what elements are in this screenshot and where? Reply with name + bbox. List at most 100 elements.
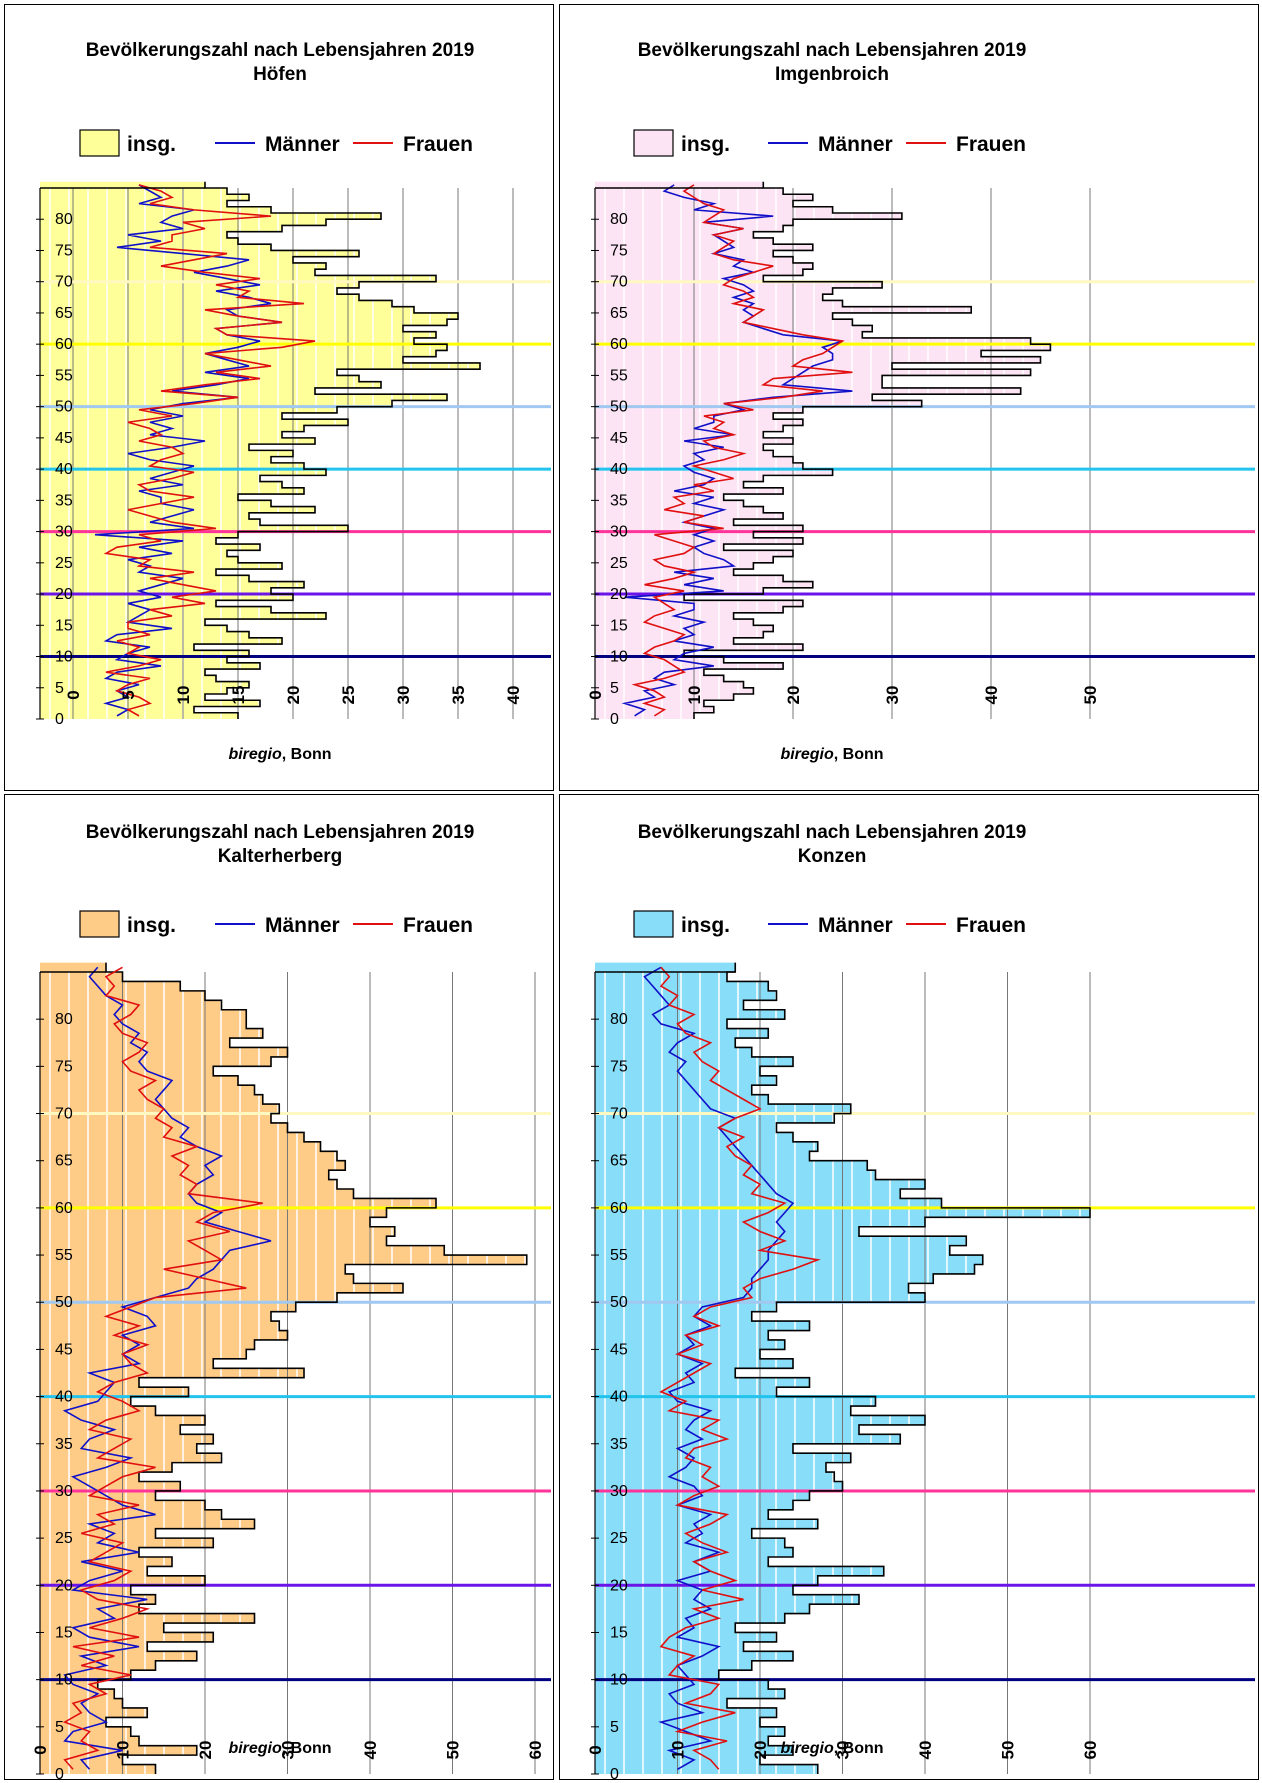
x-tick-label: 20 — [284, 686, 303, 705]
legend-label-female: Frauen — [956, 133, 1026, 156]
y-tick-label: 10 — [610, 649, 628, 666]
y-tick-label: 0 — [55, 711, 64, 728]
x-tick-label: 35 — [449, 686, 468, 705]
line-male — [62, 966, 272, 1770]
x-tick-label: 30 — [834, 1741, 853, 1760]
chart-title: Bevölkerungszahl nach Lebensjahren 2019 — [86, 40, 475, 61]
y-tick-label: 65 — [610, 1153, 628, 1170]
x-tick-label: 15 — [229, 686, 248, 705]
line-male — [94, 184, 283, 717]
y-tick-label: 20 — [610, 1577, 628, 1594]
y-tick-label: 5 — [610, 1719, 619, 1736]
y-tick-label: 15 — [610, 617, 628, 634]
y-tick-label: 60 — [610, 1200, 628, 1217]
x-tick-label: 30 — [883, 686, 902, 705]
y-tick-label: 80 — [55, 211, 73, 228]
x-tick-label: 0 — [586, 690, 605, 699]
y-tick-label: 50 — [610, 399, 628, 416]
source-label: biregio, Bonn — [228, 746, 331, 763]
x-tick-label: 20 — [751, 1741, 770, 1760]
y-tick-label: 50 — [55, 399, 73, 416]
y-tick-label: 10 — [610, 1672, 628, 1689]
chart-subtitle: Imgenbroich — [775, 64, 889, 85]
x-tick-label: 10 — [174, 686, 193, 705]
line-total — [193, 181, 481, 719]
y-tick-label: 75 — [55, 242, 73, 259]
chart-panel-imgenbroich: 0 5 10 15 20 25 30 35 40 45 50 55 60 65 70 75 80 0 10 20 30 4… — [559, 4, 1259, 791]
x-tick-label: 60 — [1081, 1741, 1100, 1760]
x-tick-label: 0 — [64, 690, 83, 699]
legend-label-total: insg. — [127, 914, 176, 937]
chart-title: Bevölkerungszahl nach Lebensjahren 2019 — [86, 822, 475, 843]
y-tick-label: 60 — [610, 336, 628, 353]
x-tick-label: 25 — [339, 686, 358, 705]
line-total — [96, 962, 528, 1774]
source-rest: , Bonn — [282, 1740, 332, 1757]
y-tick-label: 60 — [55, 1200, 73, 1217]
y-tick-label: 45 — [610, 430, 628, 447]
y-tick-label: 70 — [610, 274, 628, 291]
y-tick-label: 75 — [55, 1058, 73, 1075]
y-tick-label: 70 — [55, 1106, 73, 1123]
y-tick-label: 0 — [610, 1766, 619, 1781]
y-tick-label: 0 — [610, 711, 619, 728]
legend-label-male: Männer — [265, 133, 340, 156]
legend-swatch-total — [633, 910, 674, 938]
y-tick-label: 35 — [55, 1436, 73, 1453]
y-tick-label: 30 — [610, 524, 628, 541]
x-tick-label: 60 — [526, 1741, 545, 1760]
line-female — [62, 966, 263, 1770]
y-tick-label: 25 — [55, 555, 73, 572]
x-tick-label: 0 — [31, 1745, 50, 1754]
x-tick-label: 20 — [784, 686, 803, 705]
y-tick-label: 80 — [610, 211, 628, 228]
source-rest: , Bonn — [834, 1740, 884, 1757]
x-tick-label: 5 — [119, 690, 138, 699]
x-tick-label: 40 — [504, 686, 523, 705]
legend-label-male: Männer — [265, 914, 340, 937]
x-tick-label: 50 — [1081, 686, 1100, 705]
source-italic: biregio — [780, 1740, 834, 1757]
legend-swatch-total — [633, 129, 674, 157]
y-tick-label: 20 — [55, 1577, 73, 1594]
line-female — [659, 966, 821, 1770]
line-female — [103, 184, 316, 717]
y-tick-label: 30 — [55, 524, 73, 541]
legend-label-male: Männer — [818, 914, 893, 937]
x-tick-label: 0 — [586, 1745, 605, 1754]
y-tick-label: 40 — [610, 461, 628, 478]
y-tick-label: 10 — [55, 1672, 73, 1689]
y-tick-label: 45 — [55, 430, 73, 447]
x-tick-label: 30 — [279, 1741, 298, 1760]
y-tick-label: 55 — [55, 1247, 73, 1264]
legend-label-female: Frauen — [403, 914, 473, 937]
svg-text:biregio, Bonn: biregio, Bonn — [780, 1740, 883, 1757]
legend: insg. Männer Frauen — [79, 910, 473, 938]
chart-subtitle: Kalterherberg — [218, 846, 343, 867]
legend: insg. Männer Frauen — [633, 129, 1026, 157]
y-tick-label: 80 — [610, 1011, 628, 1028]
y-tick-label: 40 — [55, 461, 73, 478]
x-tick-label: 10 — [685, 686, 704, 705]
legend: insg. Männer Frauen — [79, 129, 473, 157]
y-tick-label: 70 — [610, 1106, 628, 1123]
legend-label-total: insg. — [681, 133, 730, 156]
x-tick-label: 40 — [982, 686, 1001, 705]
x-tick-label: 10 — [669, 1741, 688, 1760]
chart-panel-hoefen: 0 5 10 15 20 25 30 35 40 45 50 55 60 65 70 75 80 0 5 10 15 20… — [4, 4, 554, 791]
y-tick-label: 30 — [610, 1483, 628, 1500]
line-female — [631, 184, 853, 717]
svg-text:biregio, Bonn: biregio, Bonn — [780, 746, 883, 763]
y-tick-label: 5 — [55, 680, 64, 697]
y-tick-label: 15 — [55, 617, 73, 634]
x-tick-label: 50 — [444, 1741, 463, 1760]
legend-label-male: Männer — [818, 133, 893, 156]
y-tick-label: 70 — [55, 274, 73, 291]
line-male — [643, 966, 795, 1770]
